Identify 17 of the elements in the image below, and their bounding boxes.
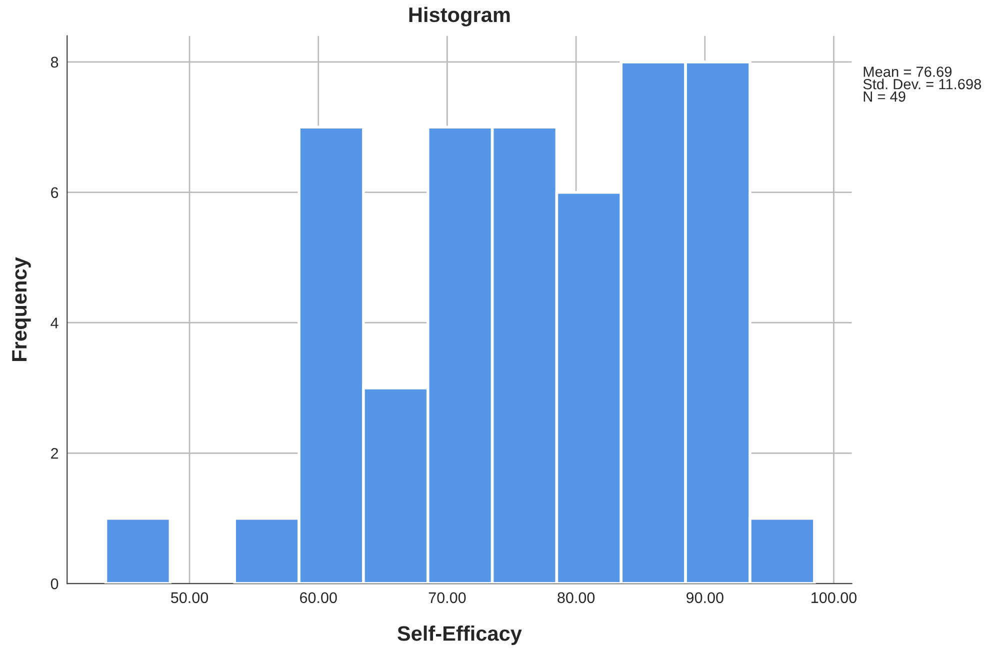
- x-tick-label: 90.00: [686, 592, 724, 604]
- y-tick-label: 2: [51, 448, 58, 459]
- x-tick-label: 70.00: [428, 592, 466, 604]
- y-axis-title: Frequency: [12, 257, 31, 361]
- y-tick-label: 4: [50, 318, 58, 328]
- y-tick-label: 0: [50, 578, 58, 590]
- x-axis-title: Self-Efficacy: [398, 626, 522, 645]
- text: N = 49: [864, 91, 906, 102]
- chart-title: Histogram: [409, 6, 510, 26]
- text: Mean = 76.69: [864, 66, 952, 77]
- y-tick-label: 8: [50, 56, 58, 68]
- x-tick-label: 80.00: [558, 592, 595, 604]
- x-tick-label: 50.00: [171, 592, 208, 604]
- y-tick-label: 6: [51, 187, 58, 198]
- x-tick-label: 60.00: [300, 592, 337, 604]
- text: Std. Dev. = 11.698: [863, 78, 982, 90]
- x-tick-label: 100.00: [812, 592, 857, 604]
